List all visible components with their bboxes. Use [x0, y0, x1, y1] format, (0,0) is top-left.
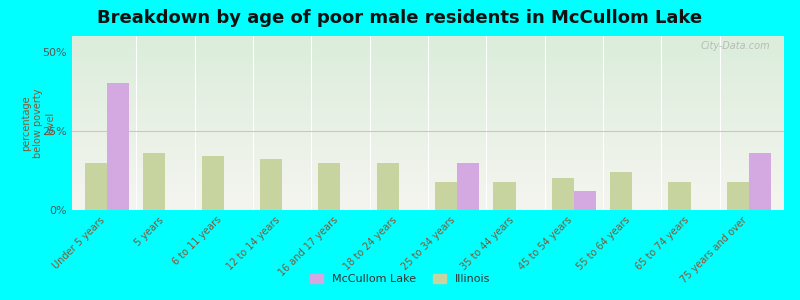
Bar [552, 178, 574, 210]
Bar [143, 153, 166, 210]
Text: Breakdown by age of poor male residents in McCullom Lake: Breakdown by age of poor male residents … [98, 9, 702, 27]
Bar [610, 172, 632, 210]
Bar [260, 159, 282, 210]
Bar [318, 163, 341, 210]
Bar [107, 83, 129, 210]
Bar [457, 163, 479, 210]
Y-axis label: percentage
below poverty
level: percentage below poverty level [22, 88, 55, 158]
Bar [494, 182, 515, 210]
Bar [202, 156, 224, 210]
Bar [749, 153, 771, 210]
Bar [669, 182, 690, 210]
Bar [574, 191, 596, 210]
Bar [435, 182, 457, 210]
Text: City-Data.com: City-Data.com [700, 41, 770, 51]
Legend: McCullom Lake, Illinois: McCullom Lake, Illinois [306, 269, 494, 288]
Bar [377, 163, 399, 210]
Bar [727, 182, 749, 210]
Bar [85, 163, 107, 210]
